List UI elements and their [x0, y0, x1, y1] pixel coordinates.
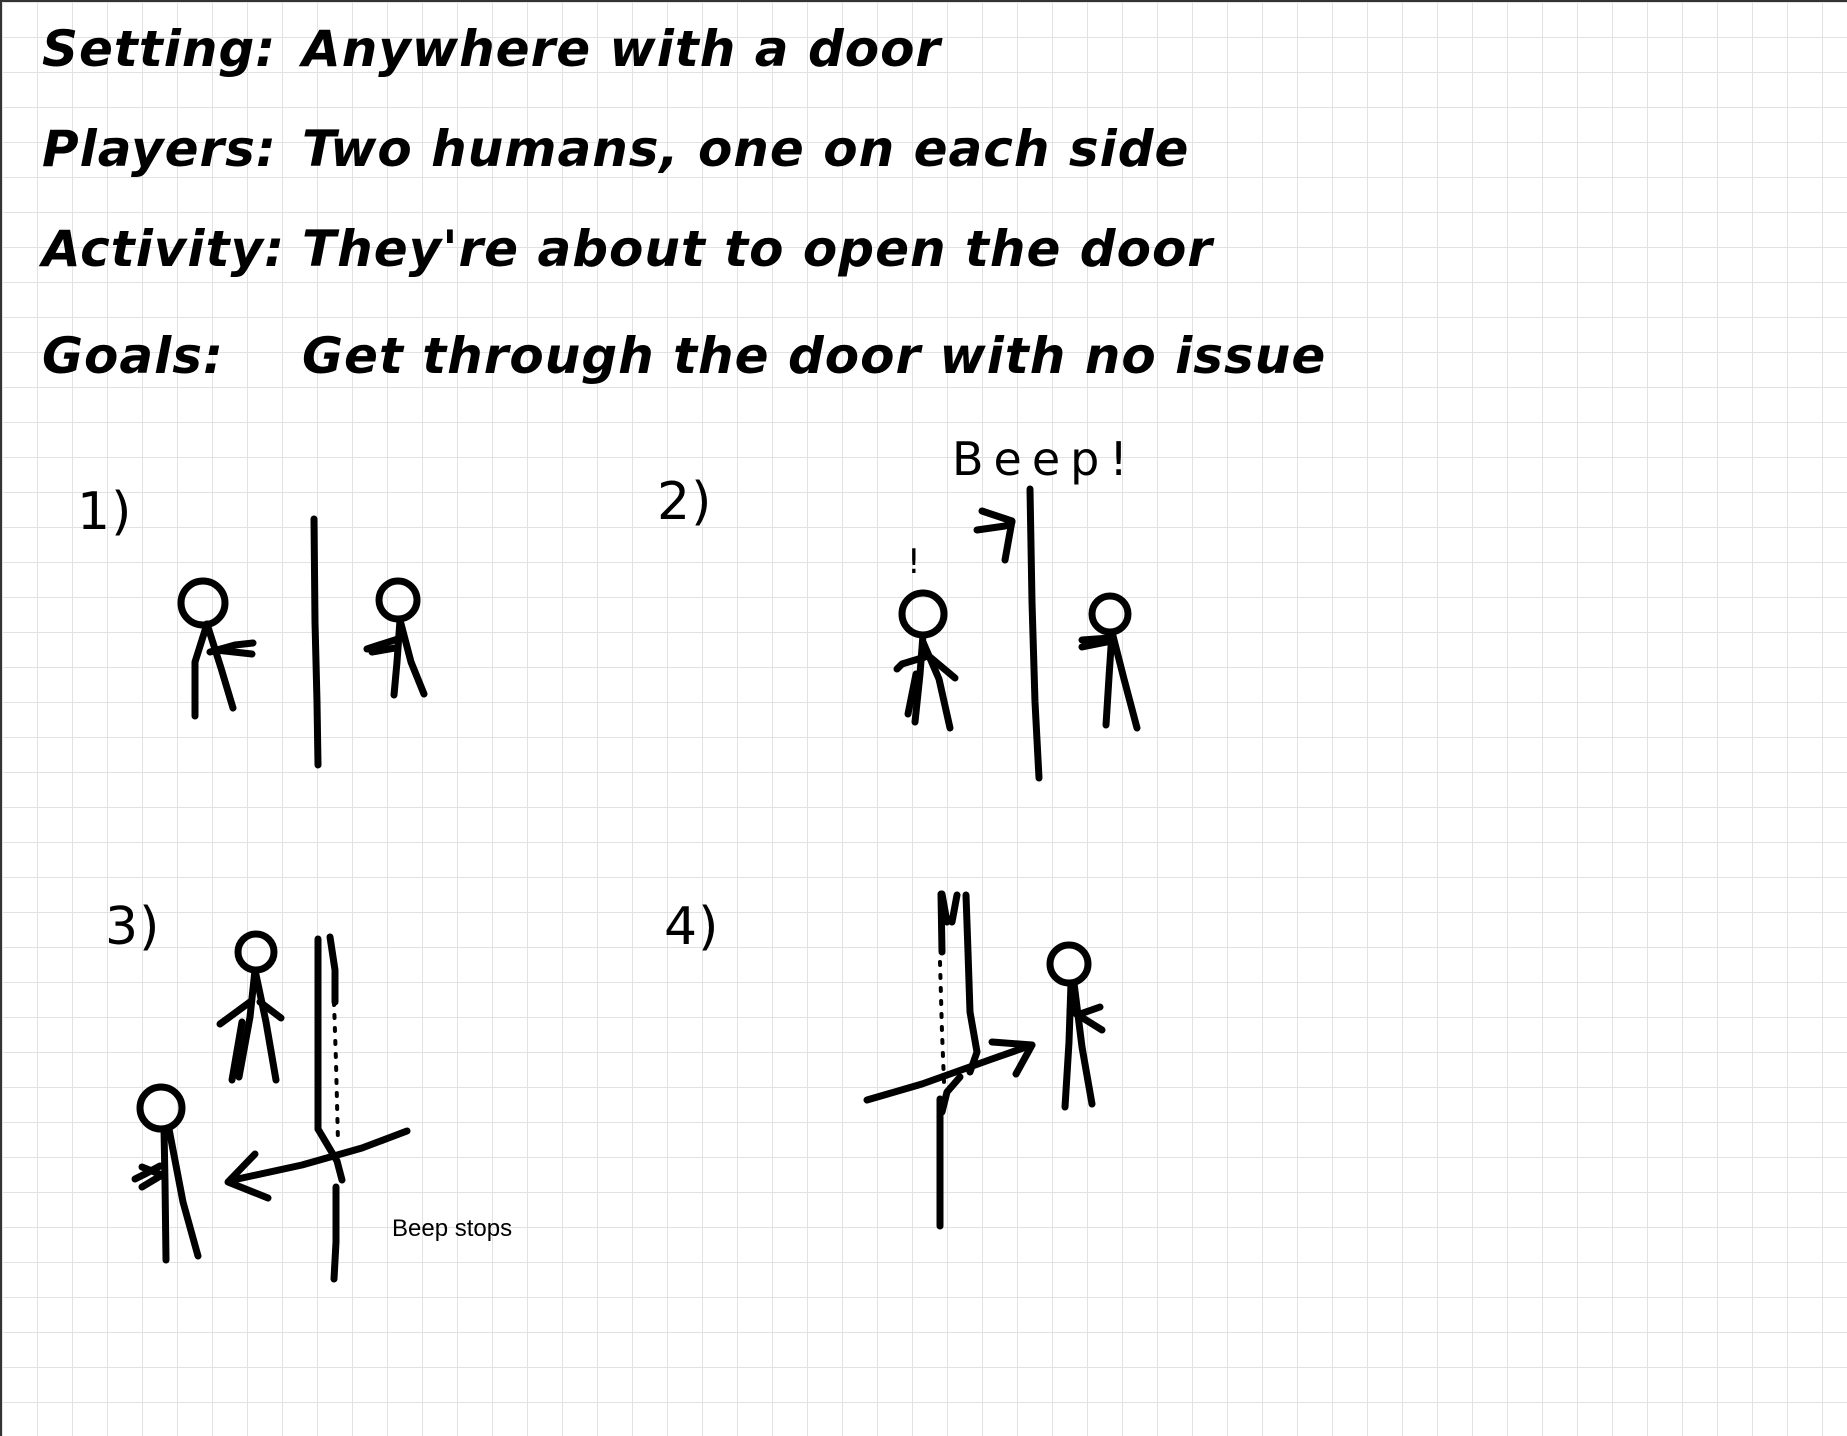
beep-sound-text: Beep!	[952, 432, 1138, 486]
panel-1-person-right	[363, 577, 428, 699]
panel-4-door-swing	[938, 960, 946, 1084]
panel-4-door	[936, 890, 981, 1230]
goals-value: Get through the door with no issue	[302, 327, 1327, 385]
panel-4-arrow	[863, 1038, 1036, 1116]
goals-label: Goals:	[42, 327, 225, 385]
panel-3-label: 3)	[105, 897, 161, 957]
activity-label: Activity:	[42, 220, 286, 278]
panel-3-door	[314, 933, 346, 1283]
setting-label: Setting:	[42, 20, 277, 78]
panel-4-sketch	[863, 890, 1106, 1230]
panel-1-person-left	[177, 577, 257, 720]
surprise-mark: !	[907, 542, 931, 582]
panel-2-door	[1026, 485, 1043, 782]
panel-2-person-right	[1078, 592, 1141, 732]
setting-value: Anywhere with a door	[302, 20, 942, 78]
panel-3-person-top	[216, 930, 285, 1084]
players-value: Two humans, one on each side	[302, 120, 1190, 178]
panel-2-sketch	[893, 485, 1141, 782]
panel-1-door	[310, 515, 322, 769]
panel-1-label: 1)	[77, 482, 133, 542]
beep-stops-caption: Beep stops	[392, 1215, 513, 1242]
panel-2-person-left	[893, 589, 959, 732]
players-label: Players:	[42, 120, 277, 178]
panel-3-door-swing	[332, 1000, 340, 1144]
activity-value: They're about to open the door	[302, 220, 1213, 278]
panel-4-person-right	[1046, 941, 1106, 1111]
panel-3-arrow	[224, 1127, 411, 1202]
panel-2-arrow	[973, 507, 1016, 564]
panel-1-sketch	[177, 515, 428, 769]
panel-4-label: 4)	[664, 897, 720, 957]
panel-3-sketch	[131, 930, 411, 1283]
panel-2-label: 2)	[657, 472, 713, 532]
panel-3-person-bottom	[131, 1083, 202, 1264]
